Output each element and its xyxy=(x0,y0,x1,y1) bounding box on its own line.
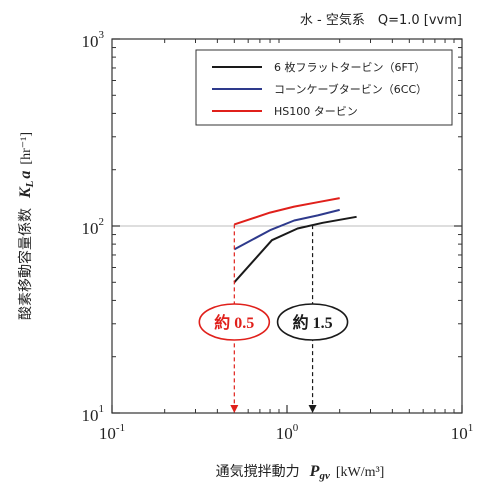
legend: 6 枚フラットタービン（6FT） コーンケーブタービン（6CC） HS100 タービ… xyxy=(195,49,453,126)
y-tick-label: 102 xyxy=(82,216,105,238)
legend-label: 6 枚フラットタービン（6FT） xyxy=(274,60,425,74)
x-tick-label: 10-1 xyxy=(99,422,125,443)
annotation-arrowhead xyxy=(230,405,239,413)
series-line-1 xyxy=(233,215,357,283)
annotation-label: 約 1.5 xyxy=(293,313,333,332)
y-axis-symbol2: a xyxy=(17,171,34,179)
ticks-layer: 10-1 100 101 101 102 103 xyxy=(82,29,474,443)
annotation-ring xyxy=(276,303,349,341)
x-tick-label: 101 xyxy=(451,422,474,443)
y-axis-subscript: L xyxy=(24,180,36,188)
y-axis-label-group: 酸素移動容量係数 KLa [hr⁻¹] xyxy=(17,132,36,320)
x-axis-label-text: 通気撹拌動力 xyxy=(216,464,300,480)
y-tick-label: 101 xyxy=(82,403,105,425)
x-axis-label: 通気撹拌動力 Pgv [kW/m³] xyxy=(216,463,385,482)
legend-label: コーンケーブタービン（6CC） xyxy=(274,82,427,96)
annotation-ring xyxy=(198,303,271,341)
x-axis-unit: [kW/m³] xyxy=(336,465,385,480)
series-line-2 xyxy=(233,208,340,251)
x-axis-subscript: gv xyxy=(318,470,330,482)
legend-box xyxy=(195,49,453,126)
series-layer xyxy=(233,197,357,283)
annotation-label: 約 0.5 xyxy=(214,313,254,332)
y-axis-unit: [hr⁻¹] xyxy=(19,132,34,165)
chart-condition: 水 - 空気系 Q=1.0 [vvm] xyxy=(300,12,462,28)
y-axis-label-text: 酸素移動容量係数 xyxy=(17,208,34,320)
x-tick-label: 100 xyxy=(276,422,299,443)
x-axis-symbol: P xyxy=(309,463,320,480)
y-axis-symbol: K xyxy=(17,186,34,199)
y-tick-label: 103 xyxy=(82,29,105,51)
annotation-arrowhead xyxy=(308,405,317,413)
legend-label: HS100 タービン xyxy=(274,105,358,118)
series-line-3 xyxy=(233,197,340,226)
y-axis-label: 酸素移動容量係数 KLa [hr⁻¹] xyxy=(17,132,36,320)
annotation-layer: 約 0.5 約 1.5 xyxy=(198,224,349,413)
